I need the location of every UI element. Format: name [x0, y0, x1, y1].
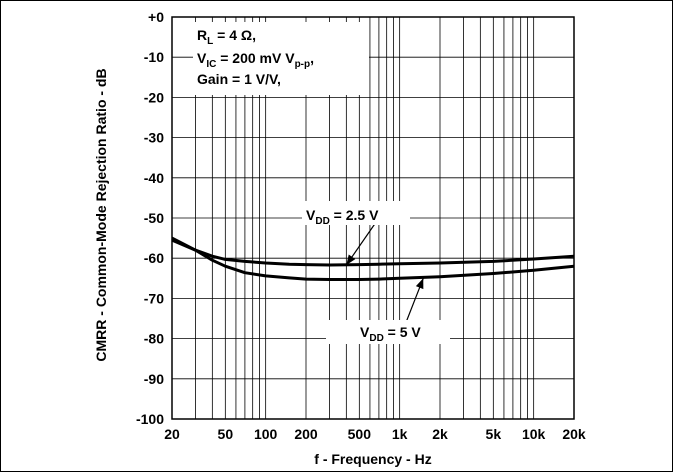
y-tick-label: -80 [144, 331, 164, 347]
y-tick-label: -10 [144, 49, 164, 65]
y-axis-label: CMRR - Common-Mode Rejection Ratio - dB [93, 68, 109, 361]
y-tick-label: -60 [144, 250, 164, 266]
series-line-0 [171, 236, 575, 267]
y-tick-label: -40 [144, 170, 164, 186]
x-tick-label: 200 [294, 426, 318, 442]
y-tick-label: +0 [148, 9, 164, 25]
x-tick-label: 100 [254, 426, 278, 442]
y-tick-label: -30 [144, 130, 164, 146]
series-label-text: VDD = 5 V [360, 324, 421, 344]
series-label-background [326, 320, 450, 344]
x-tick-label: 20 [164, 426, 180, 442]
y-tick-label: -100 [136, 411, 164, 427]
conditions-box: RL = 4 Ω, VIC = 200 mV Vp-p, Gain = 1 V/… [193, 22, 369, 95]
condition-gain: Gain = 1 V/V, [197, 71, 281, 87]
annotation-arrowhead [415, 278, 424, 290]
x-tick-label: 10k [522, 426, 546, 442]
series-label-vdd-5: VDD = 5 V [326, 320, 450, 344]
condition-load: RL = 4 Ω, [197, 27, 256, 47]
y-tick-label: -50 [144, 210, 164, 226]
x-tick-label: 50 [218, 426, 234, 442]
series-label-text: VDD = 2.5 V [306, 207, 379, 227]
x-tick-label: 1k [392, 426, 408, 442]
curves [171, 236, 575, 281]
plot-frame [171, 16, 575, 420]
x-axis-label: f - Frequency - Hz [314, 451, 431, 467]
series-label-vdd-2-5: VDD = 2.5 V [302, 201, 410, 227]
x-tick-label: 500 [348, 426, 372, 442]
condition-vic: VIC = 200 mV Vp-p, [197, 50, 314, 70]
x-tick-label: 2k [432, 426, 448, 442]
y-tick-label: -20 [144, 89, 164, 105]
y-tick-label: -70 [144, 290, 164, 306]
x-tick-label: 20k [562, 426, 586, 442]
y-tick-label: -90 [144, 371, 164, 387]
series-line-1 [171, 238, 575, 281]
x-tick-label: 5k [486, 426, 502, 442]
annotation-arrowhead [346, 254, 356, 266]
conditions-background [193, 22, 369, 95]
series-label-background [302, 201, 410, 225]
